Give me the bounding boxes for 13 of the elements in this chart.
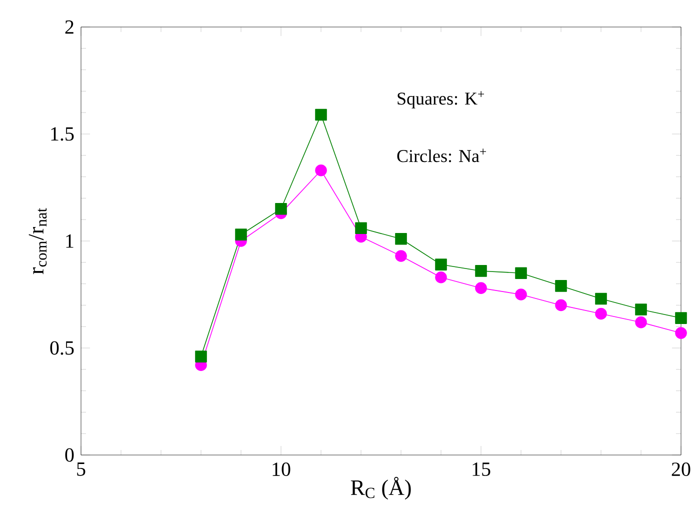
- y-tick-label: 0.5: [50, 341, 74, 355]
- x-tick-label: 15: [472, 462, 490, 476]
- y-axis-title: r$_{com}$/r$_{nat}$: [28, 208, 47, 274]
- y-tick-label: 2: [65, 20, 74, 34]
- y-tick-label: 1.5: [51, 127, 74, 141]
- x-tick-label: 5: [77, 462, 86, 476]
- y-tick-label: 0: [65, 448, 74, 462]
- x-tick-label: 20: [672, 462, 690, 476]
- annotation: Circles: Na$^{+}$: [397, 148, 486, 162]
- x-tick-label: 10: [272, 462, 290, 476]
- y-tick-label: 1: [66, 234, 74, 248]
- x-axis-title: R$_{C}$ (Å): [350, 476, 411, 500]
- annotation: Squares: K$^{+}$: [398, 91, 484, 108]
